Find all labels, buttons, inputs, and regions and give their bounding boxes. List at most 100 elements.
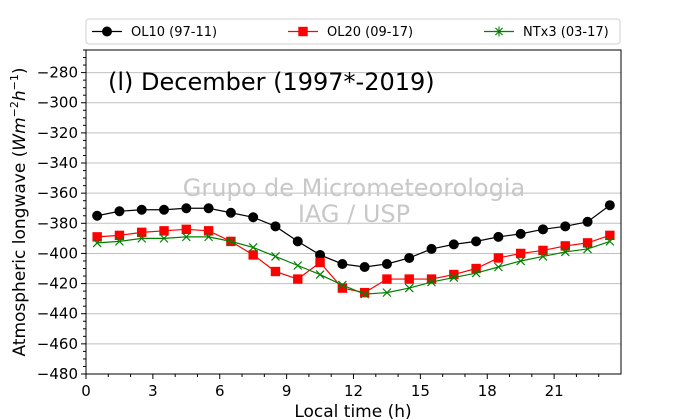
point-stroke	[271, 252, 280, 261]
point	[426, 274, 437, 284]
point	[159, 204, 170, 215]
point	[102, 26, 112, 37]
y-tick-label: −480	[37, 365, 78, 383]
y-tick-label: −400	[37, 244, 78, 262]
series-3	[92, 232, 615, 299]
point	[203, 203, 214, 214]
point-stroke	[360, 289, 370, 299]
point	[493, 231, 504, 242]
point-stroke	[605, 236, 615, 246]
y-tick-label: −440	[37, 305, 78, 323]
point-stroke	[493, 262, 503, 272]
point	[449, 269, 459, 280]
point	[604, 200, 615, 211]
point	[92, 210, 103, 221]
point	[92, 238, 102, 248]
point	[560, 247, 570, 257]
point-stroke	[560, 247, 570, 257]
legend: OL10 (97-11) OL20 (09-17) NTx3 (03-17)	[85, 18, 621, 45]
point-stroke	[137, 233, 147, 243]
y-tick-label: −280	[37, 64, 78, 82]
panel-title: (l) December (1997*-2019)	[108, 68, 435, 96]
watermark-line-1: Grupo de Micrometeorologia	[183, 174, 525, 202]
point-stroke	[181, 232, 191, 242]
point	[115, 236, 124, 246]
point	[404, 283, 414, 293]
point	[427, 277, 436, 287]
point	[114, 206, 125, 217]
point	[114, 230, 125, 241]
point	[583, 244, 592, 254]
watermark-line-2: IAG / USP	[298, 200, 410, 228]
point	[137, 233, 147, 243]
x-tick-label: 21	[545, 382, 564, 400]
y-axis-title-unit-h: h	[10, 90, 30, 101]
point	[270, 266, 281, 277]
y-tick-label: −340	[37, 154, 78, 172]
y-axis-title-exp-2: −1	[8, 74, 21, 90]
point-stroke	[92, 238, 102, 248]
point	[248, 212, 259, 223]
x-tick-label: 0	[81, 382, 91, 400]
point-stroke	[293, 261, 303, 270]
x-axis: 0 3 6 9 12 15 18 21	[81, 374, 600, 400]
point	[494, 26, 504, 37]
point	[293, 261, 303, 270]
x-tick-label: 3	[148, 382, 158, 400]
point	[382, 274, 392, 284]
point-stroke	[516, 256, 526, 266]
point	[181, 224, 192, 235]
y-axis-title-unit-w: Wm	[10, 117, 30, 150]
y-tick-label: −300	[37, 94, 78, 112]
point	[292, 236, 303, 247]
point	[136, 204, 147, 215]
point	[315, 270, 325, 279]
point-stroke	[449, 273, 459, 282]
point-stroke	[471, 268, 481, 278]
x-axis-title: Local time (h)	[294, 402, 411, 420]
point	[471, 236, 482, 247]
point	[605, 236, 615, 246]
x-tick-label: 18	[478, 382, 497, 400]
y-tick-label: −420	[37, 275, 78, 293]
point	[582, 238, 593, 248]
point	[537, 224, 548, 235]
point	[337, 258, 348, 269]
point	[538, 245, 548, 256]
x-tick-label: 6	[215, 382, 225, 400]
point-stroke	[382, 288, 392, 298]
point	[359, 262, 370, 273]
plot-area: Grupo de Micrometeorologia IAG / USP (l)…	[85, 49, 622, 375]
point-stroke	[583, 244, 592, 254]
point-stroke	[315, 270, 325, 279]
point	[426, 243, 437, 254]
point	[449, 273, 459, 282]
point	[226, 236, 236, 246]
point	[270, 221, 281, 232]
point-stroke	[204, 232, 214, 242]
point-stroke	[115, 236, 124, 246]
point	[493, 253, 504, 263]
point	[159, 233, 169, 243]
legend-label: OL10 (97-11)	[131, 25, 217, 40]
point	[404, 252, 415, 263]
point	[181, 203, 192, 214]
point-stroke	[337, 280, 347, 290]
y-axis-title-prefix: Atmospheric longwave (	[10, 151, 30, 357]
x-tick-label: 9	[282, 382, 292, 400]
point	[225, 207, 236, 218]
point	[381, 258, 392, 269]
y-tick-label: −380	[37, 214, 78, 232]
legend-entry: NTx3 (03-17)	[484, 25, 609, 40]
point	[471, 268, 481, 278]
point	[560, 241, 570, 251]
point	[271, 252, 280, 261]
y-tick-label: −460	[37, 335, 78, 353]
point	[137, 227, 147, 238]
legend-label: OL20 (09-17)	[327, 25, 413, 40]
point	[315, 257, 325, 268]
point-stroke	[159, 233, 169, 243]
point	[298, 26, 308, 37]
point-stroke	[538, 252, 548, 261]
